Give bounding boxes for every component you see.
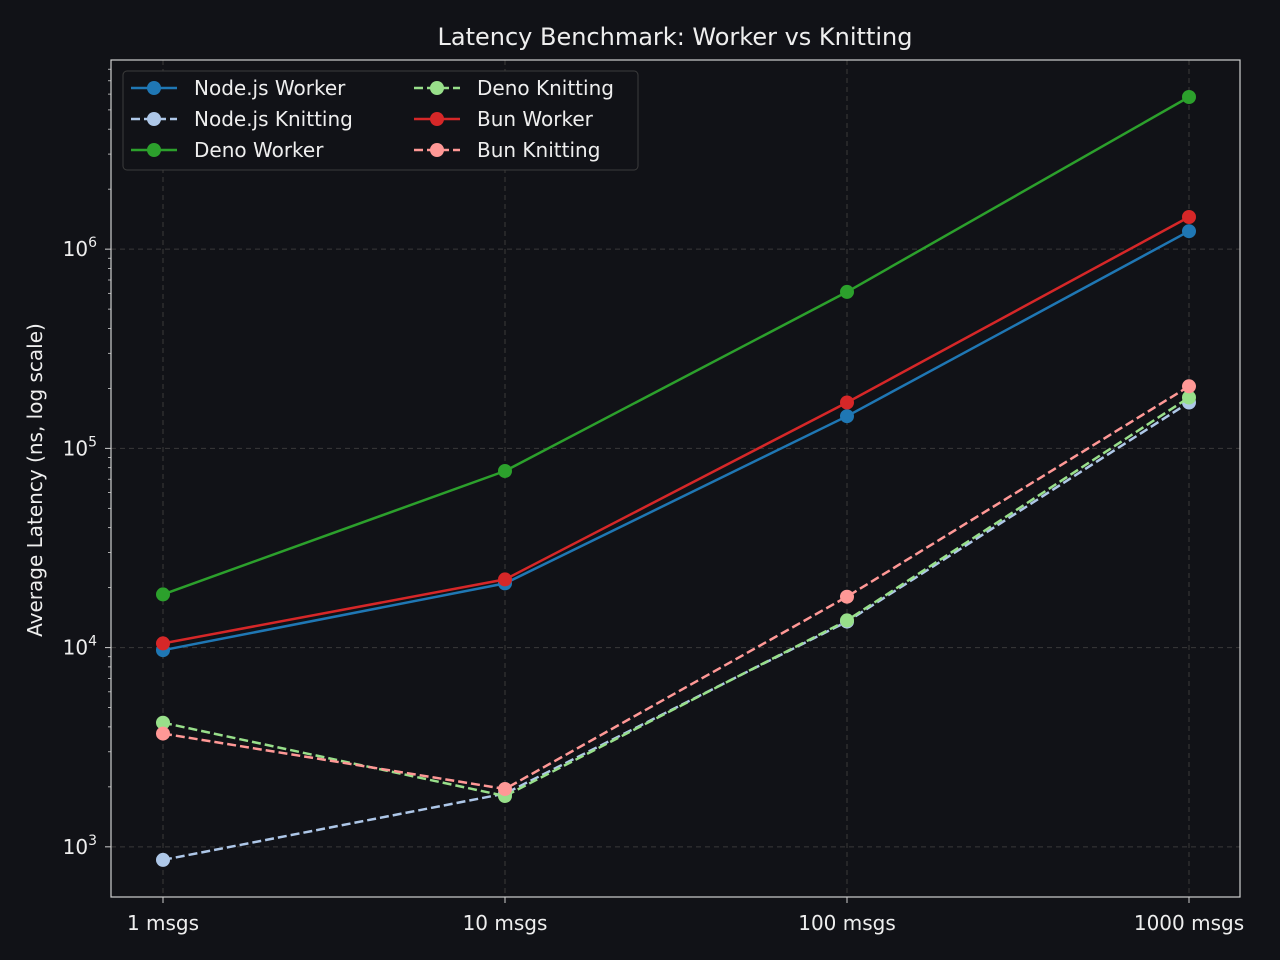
data-point (840, 395, 854, 410)
data-point (840, 409, 854, 424)
x-tick-label: 1000 msgs (1134, 911, 1244, 935)
legend-label: Node.js Knitting (194, 107, 353, 131)
data-point (1182, 224, 1196, 239)
series-line (162, 95, 1190, 596)
legend-label: Node.js Worker (194, 76, 346, 100)
series-bun-knitting (156, 379, 1196, 796)
data-point (156, 636, 170, 651)
y-axis-label: Average Latency (ns, log scale) (23, 323, 47, 637)
series-deno-worker (156, 90, 1196, 602)
data-point (498, 782, 512, 796)
legend-label: Deno Knitting (477, 76, 614, 100)
y-tick-exponent: 6 (88, 235, 97, 251)
y-tick-label: 106 (63, 235, 97, 261)
x-tick-label: 1 msgs (127, 911, 199, 935)
data-point (1182, 90, 1196, 104)
data-point (1182, 390, 1196, 405)
y-tick-base: 10 (63, 436, 88, 460)
y-tick-exponent: 4 (88, 634, 97, 650)
data-point (1182, 210, 1196, 224)
data-point (840, 284, 854, 299)
legend-entry: Deno Worker (131, 138, 324, 162)
legend-label: Bun Knitting (477, 138, 600, 162)
legend-marker (430, 112, 444, 126)
legend-marker (147, 143, 161, 157)
y-tick-exponent: 5 (88, 434, 97, 450)
legend-marker (430, 143, 444, 157)
legend-marker (147, 81, 161, 95)
legend-marker (147, 112, 161, 126)
legend-label: Bun Worker (477, 107, 594, 131)
series-bun-worker (156, 210, 1196, 651)
series-line (162, 401, 1190, 862)
legend-entry: Deno Knitting (414, 76, 614, 100)
legend: Node.js Worker Node.js Knitting Deno Worke… (122, 70, 639, 171)
legend-entry: Bun Worker (414, 107, 594, 131)
chart-title: Latency Benchmark: Worker vs Knitting (438, 23, 913, 51)
series-node-js-knitting (156, 395, 1196, 867)
data-point (1182, 379, 1196, 394)
legend-marker (430, 81, 444, 95)
series-line (162, 230, 1190, 652)
grid-lines (111, 60, 1240, 897)
y-tick-base: 10 (63, 636, 88, 660)
series-line (162, 385, 1190, 791)
data-point (840, 613, 854, 628)
data-point (156, 587, 170, 602)
data-point (498, 464, 512, 478)
legend-entry: Node.js Knitting (131, 107, 353, 131)
data-point (840, 589, 854, 604)
y-tick-base: 10 (63, 835, 88, 859)
series-node-js-worker (156, 224, 1196, 658)
data-point (156, 726, 170, 741)
series-line (162, 396, 1190, 798)
legend-entry: Node.js Worker (131, 76, 346, 100)
y-tick-base: 10 (63, 237, 88, 261)
series-lines (156, 90, 1196, 867)
data-point (156, 852, 170, 867)
y-tick-label: 103 (63, 833, 97, 859)
series-line (162, 215, 1190, 645)
plot-frame (110, 59, 1241, 898)
y-tick-label: 104 (63, 634, 97, 660)
x-tick-label: 100 msgs (798, 911, 896, 935)
data-point (156, 715, 170, 730)
data-point (498, 572, 512, 587)
legend-entry: Bun Knitting (414, 138, 600, 162)
legend-box (122, 70, 639, 171)
series-deno-knitting (156, 390, 1196, 803)
x-tick-label: 10 msgs (463, 911, 548, 935)
legend-label: Deno Worker (194, 138, 324, 162)
y-tick-label: 105 (63, 434, 97, 460)
y-tick-exponent: 3 (88, 833, 97, 849)
x-axis-ticks: 1 msgs 10 msgs 100 msgs 1000 msgs (127, 897, 1244, 935)
